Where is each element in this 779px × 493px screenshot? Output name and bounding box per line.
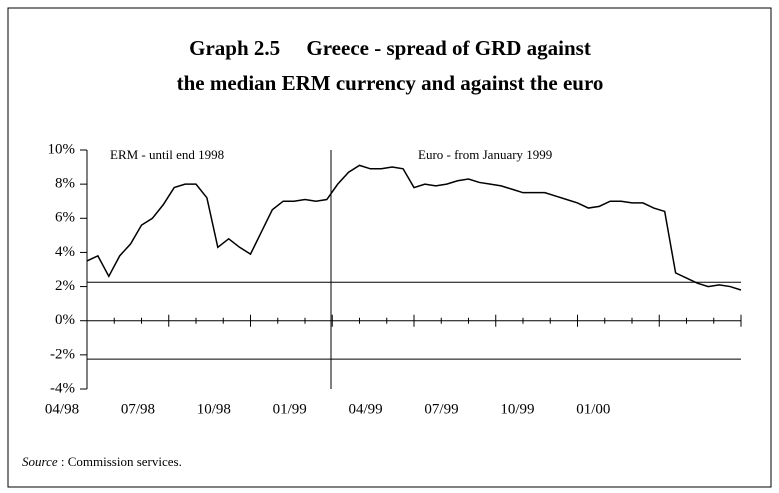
y-tick-label: -2% [50,346,75,362]
y-tick-label: -4% [50,380,75,396]
series-line [86,164,742,291]
x-tick-label: 01/99 [273,401,307,417]
source: Source : Commission services. [22,454,182,469]
x-tick-label: 04/98 [45,401,79,417]
y-tick-label: 6% [55,210,75,226]
x-tick-label: 07/99 [424,401,458,417]
source-text: : Commission services. [58,454,182,469]
y-tick-label: 4% [55,244,75,260]
y-tick-label: 0% [55,312,75,328]
x-tick-label: 07/98 [121,401,155,417]
frame [7,7,772,488]
x-tick-label: 04/99 [349,401,383,417]
x-tick-label: 10/99 [500,401,534,417]
y-tick-label: 10% [48,141,76,157]
x-tick-label: 01/00 [576,401,610,417]
chart-title: Graph 2.5 Greece - spread of GRD against [189,36,591,60]
y-tick-label: 2% [55,278,75,294]
annotation: ERM - until end 1998 [110,147,224,162]
source-label: Source [22,454,58,469]
annotation: Euro - from January 1999 [418,147,552,162]
x-tick-label: 10/98 [197,401,231,417]
chart-subtitle: the median ERM currency and against the … [177,71,604,95]
y-tick-label: 8% [55,176,75,192]
